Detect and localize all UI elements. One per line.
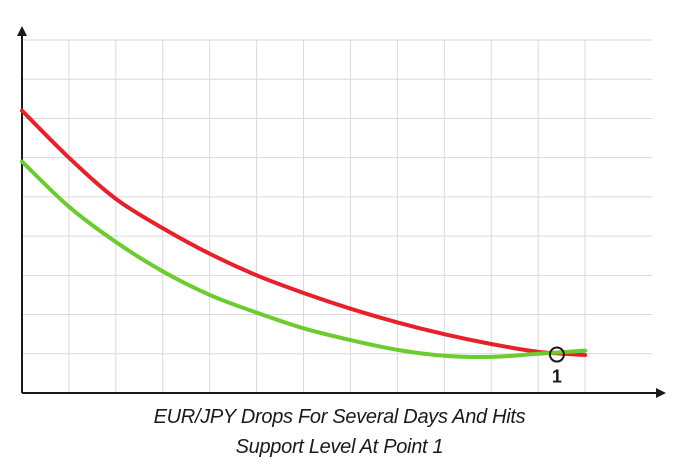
series (20, 108, 588, 360)
point-1-label: 1 (552, 367, 562, 387)
chart: 1 (17, 26, 666, 398)
point-1-marker (548, 346, 565, 363)
green-series-line (20, 159, 588, 360)
annotations: 1 (548, 346, 565, 387)
axes (17, 26, 666, 398)
caption-line-2: Support Level At Point 1 (235, 436, 444, 458)
grid (22, 39, 652, 393)
caption-line-1: EUR/JPY Drops For Several Days And Hits (153, 406, 526, 428)
red-series-line (20, 108, 588, 357)
x-axis-arrow (656, 388, 666, 398)
y-axis-arrow (17, 26, 27, 36)
